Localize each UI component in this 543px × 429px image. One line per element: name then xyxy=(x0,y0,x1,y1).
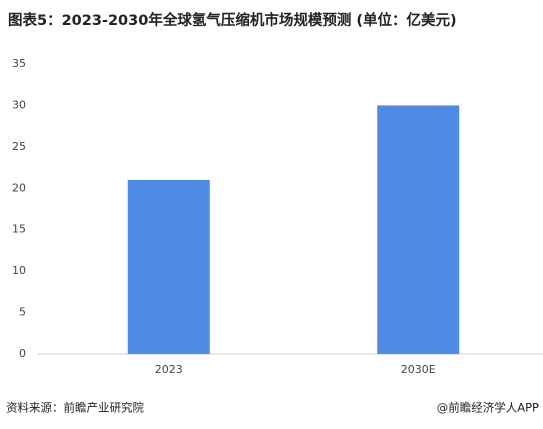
y-tick-label: 10 xyxy=(12,264,26,277)
x-tick-label: 2023 xyxy=(155,363,183,376)
credit-note: @前瞻经济学人APP xyxy=(437,401,539,415)
chart-title: 图表5：2023-2030年全球氢气压缩机市场规模预测 (单位：亿美元) xyxy=(8,11,457,29)
y-tick-label: 25 xyxy=(12,140,26,153)
y-tick-label: 5 xyxy=(19,306,26,319)
y-tick-label: 0 xyxy=(19,347,26,360)
source-note: 资料来源：前瞻产业研究院 xyxy=(6,401,144,415)
bar xyxy=(127,180,210,354)
y-tick-label: 15 xyxy=(12,223,26,236)
y-tick-label: 35 xyxy=(12,57,26,70)
bar xyxy=(377,105,460,354)
x-tick-label: 2030E xyxy=(401,363,436,376)
y-tick-label: 20 xyxy=(12,181,26,194)
y-tick-label: 30 xyxy=(12,98,26,111)
